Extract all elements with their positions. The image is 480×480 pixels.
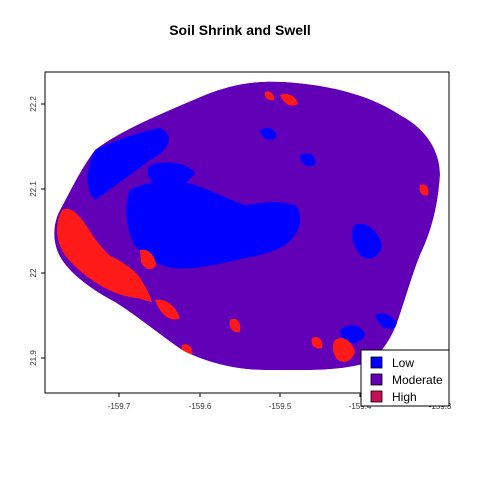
x-tick-label: -159.4 (349, 402, 372, 411)
legend-swatch-moderate (370, 373, 383, 386)
y-tick-label: 22.2 (29, 96, 38, 112)
y-tick-label: 22.1 (29, 181, 38, 197)
x-tick-label: -159.6 (189, 402, 212, 411)
low-regions (87, 127, 398, 344)
high-regions (56, 91, 429, 362)
y-tick-label: 22 (29, 268, 38, 277)
legend-label-moderate: Moderate (392, 373, 443, 387)
map-title: Soil Shrink and Swell (169, 22, 311, 38)
legend-swatch-high (370, 390, 383, 403)
y-axis: 22.2 22.1 22 21.9 (29, 96, 45, 366)
legend: Low Moderate High (360, 349, 450, 407)
plot-frame (44, 71, 450, 394)
legend-swatch-low (370, 356, 383, 369)
legend-label-high: High (392, 390, 417, 404)
x-tick-label: -159.5 (269, 402, 292, 411)
island-raster (54, 81, 440, 371)
x-tick-label: -159.7 (108, 402, 131, 411)
legend-label-low: Low (392, 356, 414, 370)
y-tick-label: 21.9 (29, 350, 38, 366)
